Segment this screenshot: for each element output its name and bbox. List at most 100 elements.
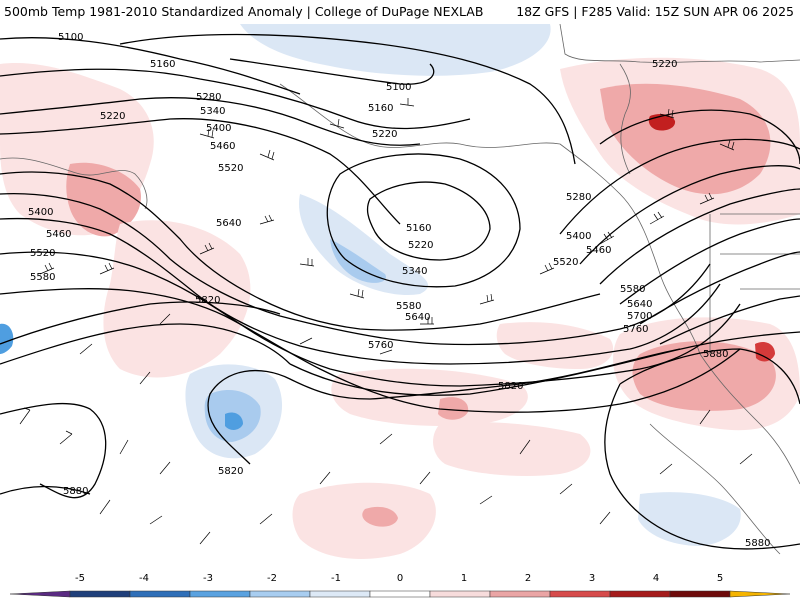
coastline-segment [619,63,631,175]
wind-barb [659,108,675,119]
colorbar-segment [129,590,191,598]
height-contours [0,33,800,550]
contour-label: 5520 [553,257,578,268]
colorbar-tick-label: 3 [588,573,596,584]
contour-label: 5700 [627,311,652,322]
wind-barb [39,262,55,275]
wind-barb [699,192,715,205]
contour-labels: 5100 5160 5100 5160 5220 5220 5280 5340 … [28,32,770,549]
colorbar-tick-label: 1 [460,573,468,584]
contour-label: 5820 [498,381,523,392]
wind-barb [559,483,573,495]
contour-label: 5460 [210,141,235,152]
wind-barb [259,149,275,161]
wind-barb [79,343,93,355]
contour-label: 5400 [206,123,231,134]
wind-barb [119,439,129,455]
coastline-segment [0,157,148,210]
map-title: 500mb Temp 1981-2010 Standardized Anomal… [4,4,484,19]
height-contour [0,118,401,225]
colorbar-segment [489,590,551,598]
contour-label: 5100 [58,32,83,43]
wind-barb [299,337,313,345]
anomaly-map: 5100 5160 5100 5160 5220 5220 5280 5340 … [0,24,800,572]
contour-label: 5280 [566,192,591,203]
colorbar-segment [69,590,131,598]
map-header: 500mb Temp 1981-2010 Standardized Anomal… [0,0,800,24]
wind-barb [699,409,711,425]
warm-anomaly-region [362,506,398,527]
contour-label: 5760 [623,324,648,335]
height-contour [0,251,741,387]
cold-anomaly-region [330,239,386,283]
wind-barb [479,293,495,305]
height-contour [0,193,711,346]
height-contour [207,348,681,465]
contour-label: 5580 [620,284,645,295]
colorbar-segment [429,590,491,598]
contour-label: 5880 [703,349,728,360]
contour-label: 5400 [28,207,53,218]
height-contour [604,383,800,550]
wind-barb [349,288,365,299]
wind-barb [99,499,111,515]
colorbar-tick-label: -4 [139,573,149,584]
colorbar-segment [309,590,371,598]
warm-anomaly-region [66,162,141,237]
height-contour [0,288,741,413]
height-contour [0,68,471,130]
contour-label: 5520 [218,163,243,174]
warm-anomaly-region [755,342,775,362]
contour-label: 5100 [386,82,411,93]
warm-anomaly-region [292,482,436,559]
wind-barb [139,371,151,385]
colorbar-segments [9,590,791,598]
height-contour [599,109,800,165]
wind-barb [479,495,493,505]
contour-label: 5160 [150,59,175,70]
colorbar-tick-label: -5 [75,573,85,584]
contour-label: 5460 [586,245,611,256]
colorbar-segment [669,590,731,598]
wind-barb [299,258,315,267]
height-contour [326,153,521,288]
contour-label: 5280 [196,92,221,103]
height-contour [659,295,800,345]
contour-label: 5160 [368,103,393,114]
coastline-segment [559,24,800,63]
height-contour [559,138,800,235]
anomaly-colorbar: -5 -4 -3 -2 -1 0 1 2 3 4 5 [0,572,800,600]
contour-label: 5220 [100,111,125,122]
wind-barb [19,407,31,425]
wind-barb [329,118,345,129]
colorbar-segment [549,590,611,598]
colorbar-tick-label: -2 [267,573,277,584]
wind-barbs [19,98,753,545]
height-contour [119,33,576,165]
contour-label: 5340 [200,106,225,117]
contour-label: 5400 [566,231,591,242]
colorbar-canvas [9,590,791,598]
wind-barb [199,531,211,545]
height-contour [0,217,721,365]
height-contour [0,402,107,499]
height-contour [0,301,281,345]
contour-label: 5880 [63,486,88,497]
wind-barb [599,511,611,525]
height-contour [639,251,800,325]
coastlines [0,24,800,555]
colorbar-tick-label: -3 [203,573,213,584]
height-contour [0,97,421,146]
colorbar-segment [609,590,671,598]
map-canvas: 5100 5160 5100 5160 5220 5220 5280 5340 … [0,24,800,559]
colorbar-tick-label: 2 [524,573,532,584]
wind-barb [259,513,273,525]
wind-barb [420,317,434,325]
colorbar-segment [369,590,431,598]
wind-barb [519,439,531,455]
height-contour [366,181,491,261]
cold-anomaly-region [638,492,741,546]
cold-anomaly-shading [0,24,741,546]
height-contour [289,331,800,396]
wind-barb [399,98,415,107]
